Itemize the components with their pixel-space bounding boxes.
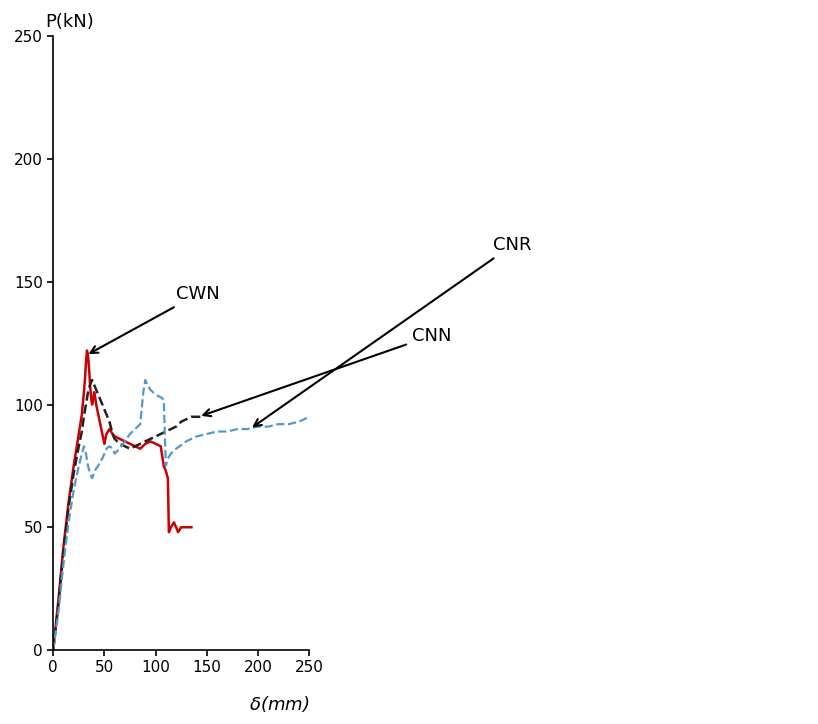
Text: P(kN): P(kN) <box>45 14 94 31</box>
Text: CNR: CNR <box>254 236 532 426</box>
Text: CWN: CWN <box>91 285 220 353</box>
Text: CNN: CNN <box>204 327 451 416</box>
Text: $\delta$(mm): $\delta$(mm) <box>249 694 309 714</box>
